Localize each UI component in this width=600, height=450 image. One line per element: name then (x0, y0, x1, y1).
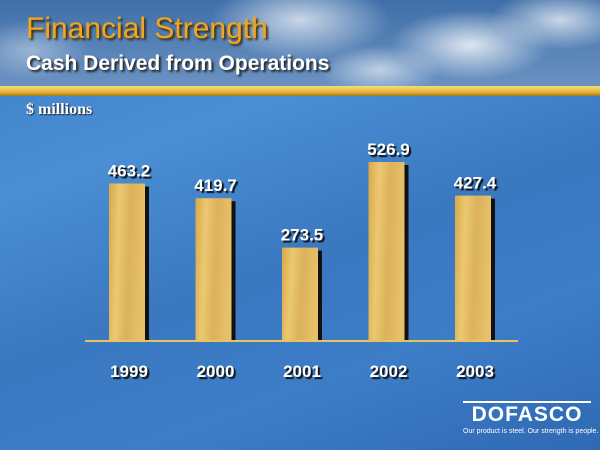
data-label: 526.9 (367, 140, 410, 159)
dofasco-logo: DOFASCO Our product is steel. Our streng… (463, 401, 599, 438)
bar-2003 (455, 195, 491, 340)
units-label: $ millions (26, 101, 93, 118)
slide-title: Financial Strength (26, 12, 268, 45)
x-tick-label: 2000 (197, 362, 235, 381)
data-label: 273.5 (281, 226, 324, 245)
logo-tagline: Our product is steel. Our strength is pe… (463, 428, 599, 435)
gold-divider-band (0, 86, 600, 96)
bar-2001 (282, 247, 318, 340)
bar-2002 (368, 162, 405, 340)
data-label: 427.4 (454, 174, 497, 193)
slide-subtitle: Cash Derived from Operations (26, 52, 330, 75)
sky-header-background (0, 0, 600, 88)
x-tick-label: 2003 (456, 362, 494, 381)
data-label: 419.7 (194, 176, 237, 195)
bar-1999 (109, 183, 145, 340)
data-label: 463.2 (108, 162, 151, 181)
x-tick-label: 2001 (283, 362, 321, 381)
logo-name: DOFASCO (471, 403, 583, 426)
x-tick-label: 1999 (110, 362, 148, 381)
x-tick-label: 2002 (370, 362, 408, 381)
bar-2000 (195, 198, 232, 340)
